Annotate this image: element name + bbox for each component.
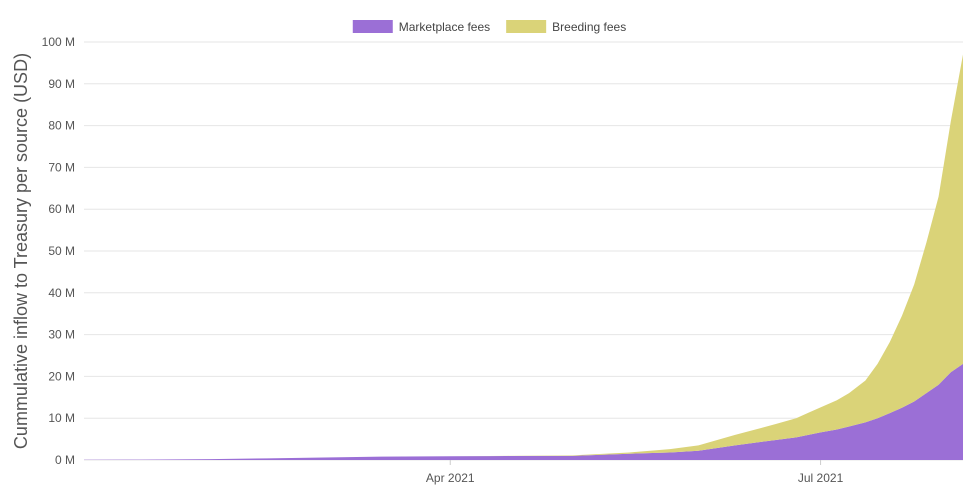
y-tick-label: 60 M	[48, 202, 75, 216]
y-tick-label: 0 M	[55, 453, 75, 467]
y-tick-label: 20 M	[48, 369, 75, 383]
legend-item-breeding-fees[interactable]: Breeding fees	[506, 20, 626, 34]
y-tick-label: 90 M	[48, 77, 75, 91]
legend-label: Breeding fees	[552, 20, 626, 34]
x-tick-label: Jul 2021	[798, 471, 844, 485]
gridlines	[84, 41, 963, 461]
y-axis-title: Cummulative inflow to Treasury per sourc…	[11, 53, 31, 449]
y-tick-label: 100 M	[42, 35, 75, 49]
x-axis: Apr 2021 Jul 2021	[426, 460, 844, 485]
legend-item-marketplace-fees[interactable]: Marketplace fees	[352, 20, 490, 34]
y-tick-label: 40 M	[48, 286, 75, 300]
x-tick-label: Apr 2021	[426, 471, 475, 485]
legend-swatch	[352, 20, 393, 33]
legend-label: Marketplace fees	[399, 20, 490, 34]
breeding-fees-area	[84, 54, 963, 460]
legend-swatch	[506, 20, 547, 33]
y-tick-label: 50 M	[48, 244, 75, 258]
marketplace-fees-area	[84, 363, 963, 460]
y-tick-label: 70 M	[48, 160, 75, 174]
legend: Marketplace fees Breeding fees	[352, 20, 626, 34]
area-series	[84, 54, 963, 460]
y-tick-label: 10 M	[48, 411, 75, 425]
y-axis: 0 M 10 M 20 M 30 M 40 M 50 M 60 M 70 M 80 M 90 M 1…	[42, 35, 75, 467]
y-tick-label: 30 M	[48, 328, 75, 342]
y-tick-label: 80 M	[48, 119, 75, 133]
